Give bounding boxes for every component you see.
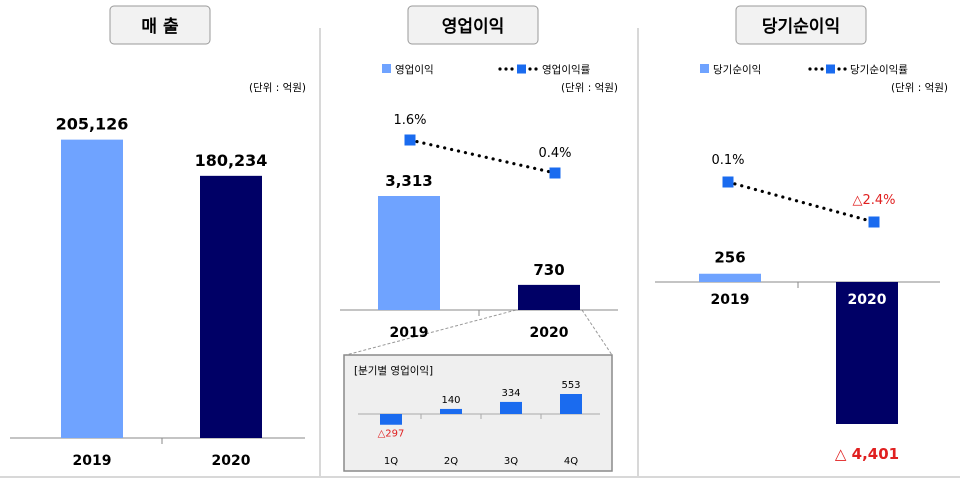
legend-line-swatch <box>498 64 538 74</box>
operating-value-label: 730 <box>533 261 564 279</box>
operating-bar-2019 <box>378 196 440 310</box>
net-bar-2019 <box>699 273 761 282</box>
quarterly-category-label: 3Q <box>504 456 518 467</box>
revenue-title: 매 출 <box>141 17 179 37</box>
quarterly-value-label: 140 <box>441 395 460 406</box>
net-category-label: 2019 <box>711 292 750 308</box>
net-legend: 당기순이익 당기순이익률 <box>700 64 908 76</box>
quarterly-bar-2Q <box>440 408 462 414</box>
net-rate-label: △2.4% <box>852 193 895 208</box>
revenue-category-label: 2020 <box>212 453 251 469</box>
net-rate-point <box>722 176 734 188</box>
quarterly-category-label: 4Q <box>564 456 578 467</box>
revenue-bar-2019 <box>61 139 123 439</box>
operating-value-label: 3,313 <box>385 172 432 190</box>
legend-bar-label: 영업이익 <box>395 63 434 76</box>
operating-bar-2020 <box>518 284 580 310</box>
quarterly-bar-1Q <box>380 414 402 425</box>
quarterly-category-label: 1Q <box>384 456 398 467</box>
legend-line-label: 영업이익률 <box>542 63 591 76</box>
operating-rate-point <box>549 167 561 179</box>
revenue-title-box: 매 출 <box>109 5 211 45</box>
operating-category-label: 2020 <box>530 325 569 341</box>
callout-line-right <box>581 309 613 356</box>
operating-legend: 영업이익 영업이익률 <box>382 63 591 76</box>
legend-bar-swatch <box>700 64 709 73</box>
quarterly-value-label: 553 <box>561 380 580 391</box>
operating-category-label: 2019 <box>390 325 429 341</box>
quarterly-bar-3Q <box>500 401 522 414</box>
inset-title: [분기별 영업이익] <box>354 364 433 377</box>
quarterly-value-label: △297 <box>378 429 405 440</box>
net-rate-label: 0.1% <box>711 153 744 168</box>
quarterly-bar-4Q <box>560 394 582 414</box>
net-unit: (단위 : 억원) <box>891 81 948 94</box>
legend-line-label: 당기순이익률 <box>850 64 908 76</box>
legend-bar-swatch <box>382 64 391 73</box>
operating-unit: (단위 : 억원) <box>561 81 618 94</box>
revenue-category-label: 2019 <box>73 453 112 469</box>
quarterly-value-label: 334 <box>501 388 520 399</box>
operating-rate-point <box>404 134 416 146</box>
net-value-label: 256 <box>714 249 745 267</box>
operating-rate-line <box>408 138 557 175</box>
operating-title: 영업이익 <box>442 17 505 37</box>
net-title: 당기순이익 <box>762 17 840 37</box>
revenue-bar-2020 <box>200 175 262 438</box>
revenue-value-label: 180,234 <box>195 151 268 170</box>
legend-line-swatch <box>808 64 847 74</box>
operating-title-box: 영업이익 <box>407 5 539 45</box>
net-bar-2020 <box>836 282 898 424</box>
net-rate-point <box>868 216 880 228</box>
quarterly-category-label: 2Q <box>444 456 458 467</box>
revenue-unit: (단위 : 억원) <box>249 81 306 94</box>
operating-rate-label: 1.6% <box>393 113 426 128</box>
legend-bar-label: 당기순이익 <box>713 64 761 76</box>
revenue-value-label: 205,126 <box>56 115 129 134</box>
callout-line-left <box>345 309 517 356</box>
net-title-box: 당기순이익 <box>735 5 867 45</box>
operating-rate-label: 0.4% <box>538 146 571 161</box>
net-value-label: △ 4,401 <box>835 445 899 463</box>
net-category-label: 2020 <box>848 292 887 308</box>
